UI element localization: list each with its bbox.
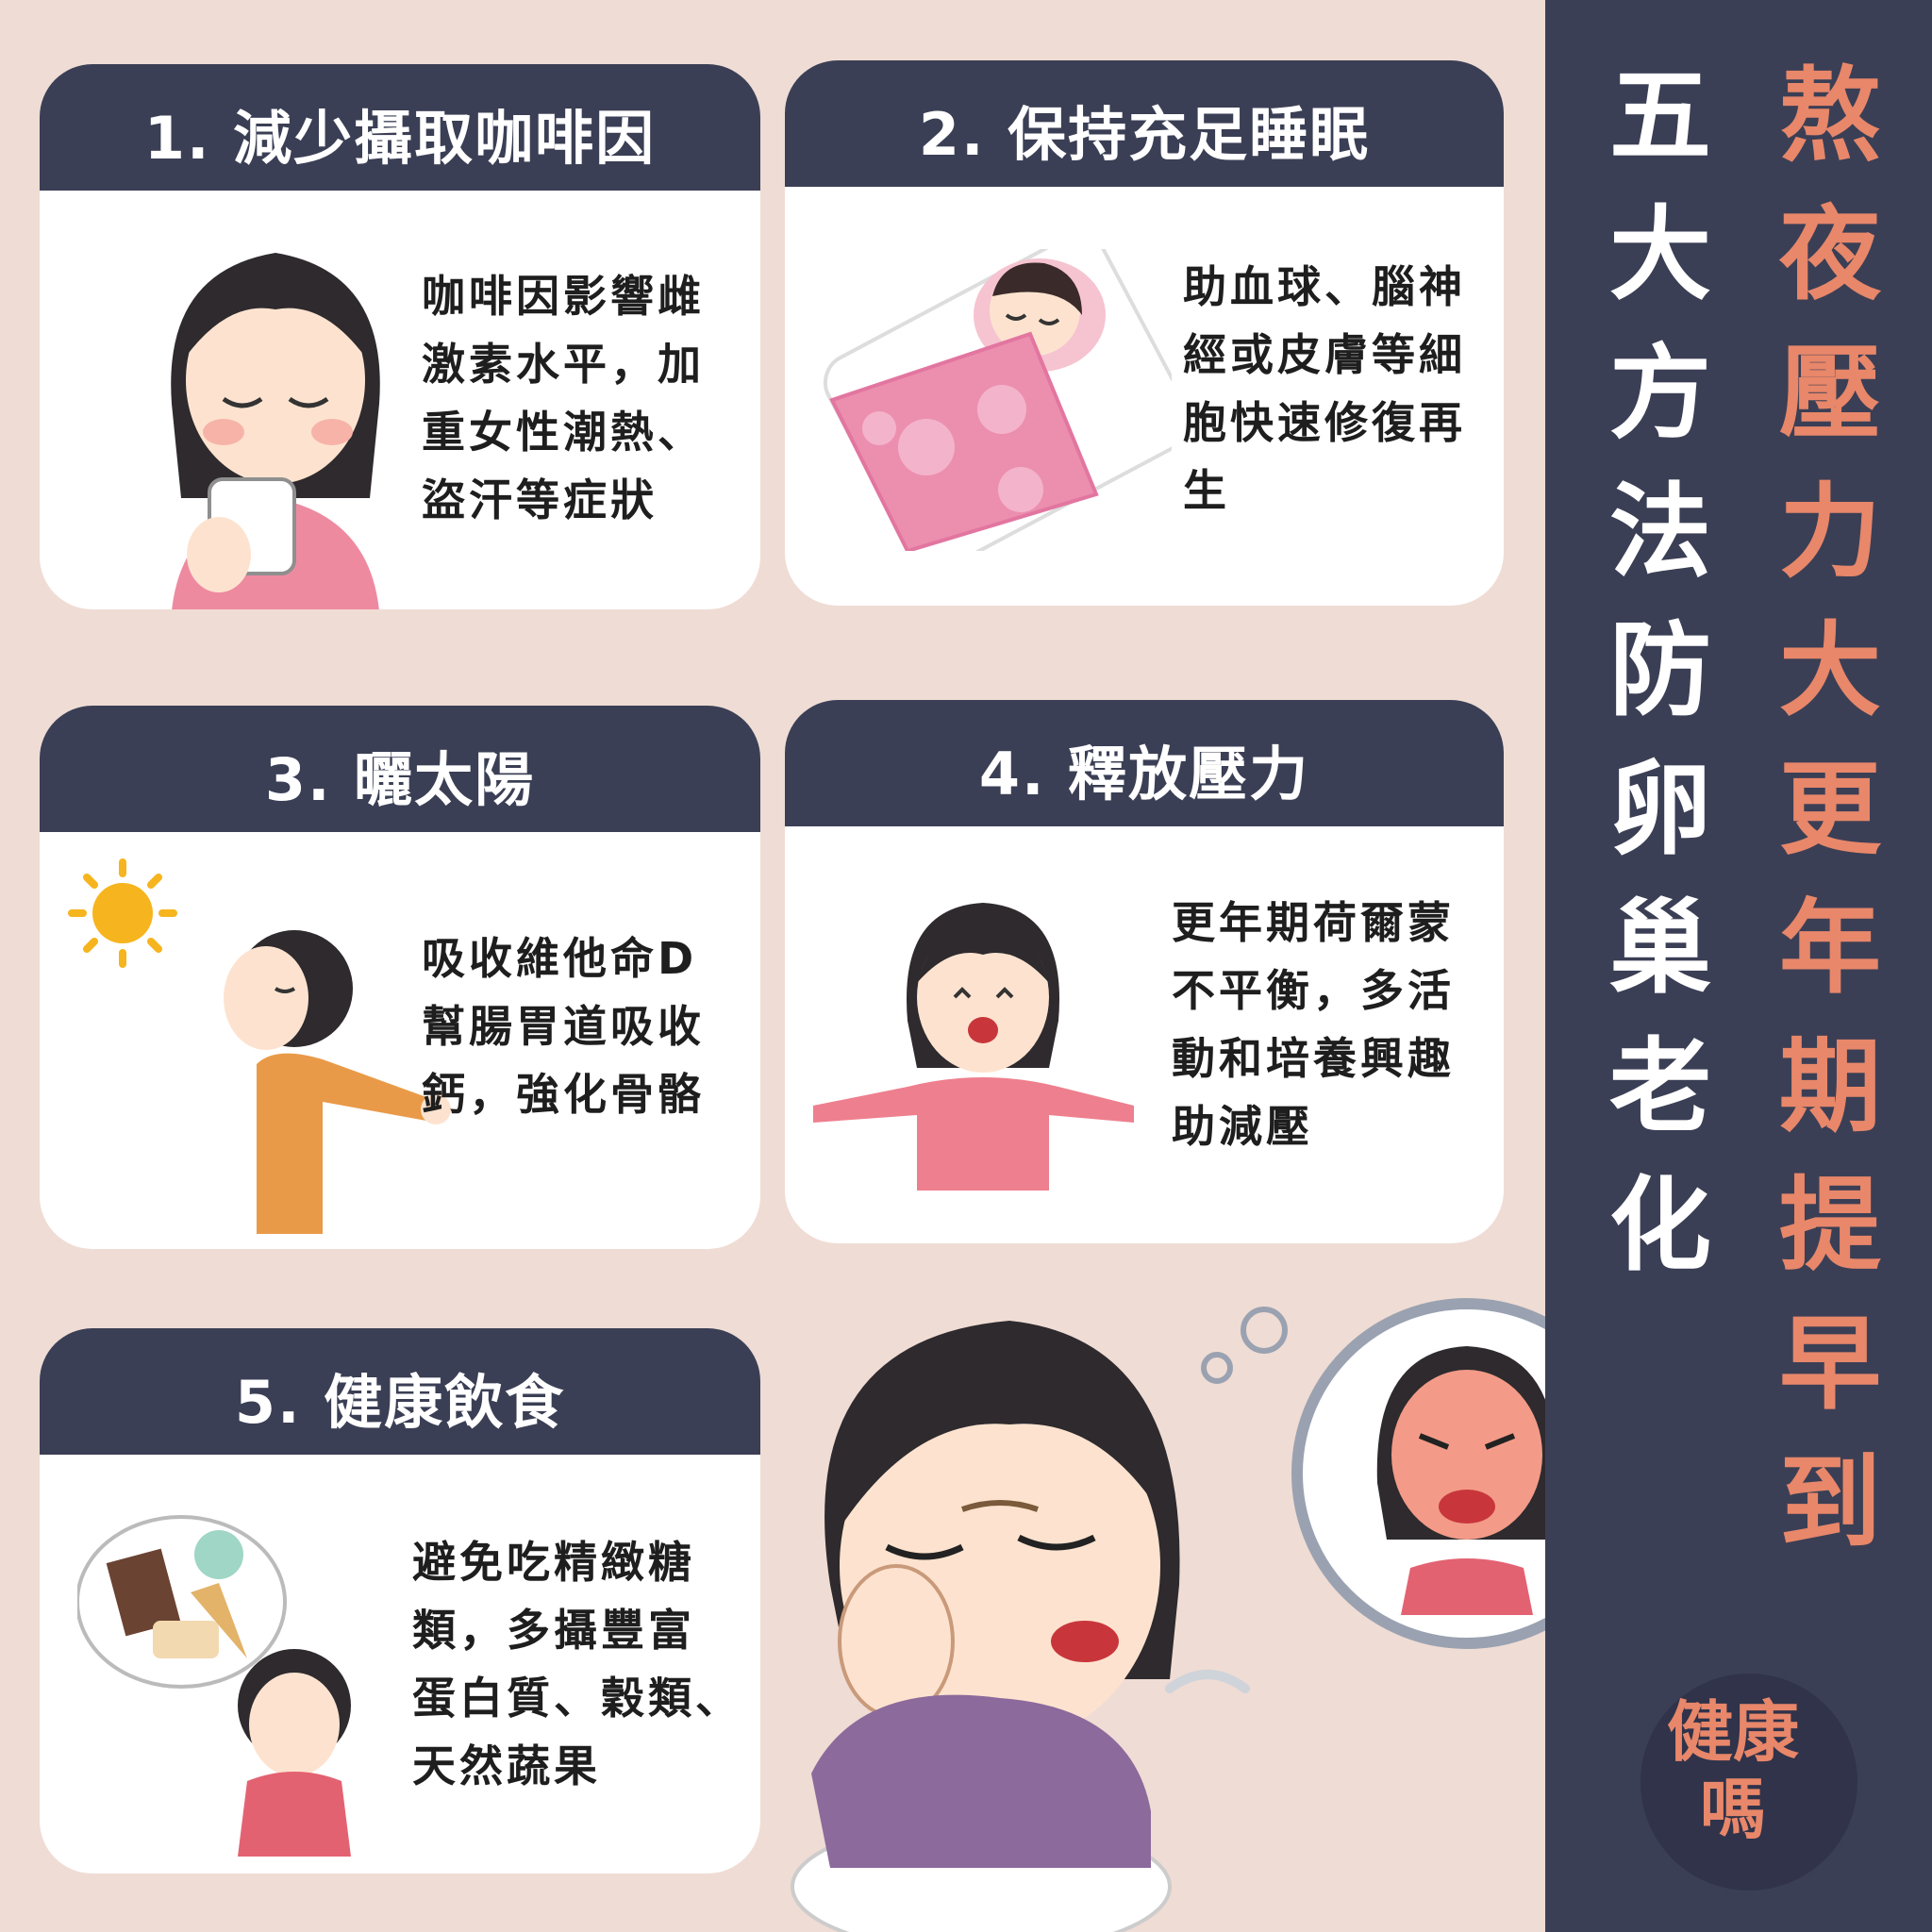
tip-text-line: 幫腸胃道吸收 (422, 1001, 705, 1052)
woman-craving-sweets-illustration (77, 1515, 351, 1857)
tip-card-sunlight: 3. 曬太陽 吸收維他命D 幫腸胃道吸收 鈣，強化骨骼 (40, 706, 760, 1249)
headline-line-1: 熬 夜 壓 力 大 更 年 期 提 早 到 (1778, 58, 1881, 1562)
tip-text-line: 咖啡因影響雌 (422, 271, 705, 322)
tip-text-line: 經或皮膚等細 (1183, 329, 1466, 380)
brand-logo-line2: 嗎 (1700, 1771, 1766, 1848)
tired-woman-illustration (791, 1321, 1250, 1932)
headline-panel (1545, 0, 1932, 1932)
tip-card-diet: 5. 健康飲食 避免吃精緻糖 類，多攝豐富 蛋白質、穀類、 天然蔬果 (40, 1328, 760, 1874)
tip-card-stress-relief: 4. 釋放壓力 更年期荷爾蒙 不平衡，多活 動和培養興趣 助減壓 (785, 700, 1504, 1243)
tip-card-sleep: 2. 保持充足睡眠 助血球、腦神 經或皮膚等細 胞快速修復再 生 (785, 60, 1504, 606)
tip-text-line: 不平衡，多活 (1172, 965, 1455, 1016)
tip-text-line: 生 (1183, 465, 1230, 516)
tip-title: 3. 曬太陽 (40, 706, 760, 832)
woman-sleeping-illustration (823, 249, 1172, 551)
woman-stretching-illustration (224, 930, 451, 1234)
tip-title: 4. 釋放壓力 (785, 700, 1504, 826)
tip-text-line: 類，多攝豐富 (412, 1605, 695, 1656)
tip-title: 1. 減少攝取咖啡因 (40, 64, 760, 191)
headline-line-2: 五 大 方 法 防 卵 巢 老 化 (1608, 58, 1711, 1285)
tip-text-line: 避免吃精緻糖 (412, 1537, 695, 1588)
tip-text-line: 蛋白質、穀類、 (412, 1673, 742, 1724)
tip-card-caffeine: 1. 減少攝取咖啡因 咖啡因影響雌 激素水平，加 重女性潮熱、 盜汗等症狀 (40, 64, 760, 609)
happy-woman-illustration (813, 903, 1134, 1191)
tip-text-line: 更年期荷爾蒙 (1172, 897, 1455, 948)
woman-drinking-coffee-illustration (171, 253, 380, 609)
tip-text-line: 重女性潮熱、 (422, 407, 705, 458)
brand-logo-line1: 健康 (1667, 1693, 1799, 1771)
tip-title: 5. 健康飲食 (40, 1328, 760, 1455)
tip-text-line: 天然蔬果 (412, 1740, 601, 1791)
brand-logo (1637, 1670, 1861, 1894)
tip-text-line: 助血球、腦神 (1183, 261, 1466, 312)
tip-title: 2. 保持充足睡眠 (785, 60, 1504, 187)
tip-text-line: 胞快速修復再 (1183, 397, 1466, 448)
tip-text-line: 動和培養興趣 (1172, 1033, 1455, 1084)
tip-text-line: 吸收維他命D (422, 933, 698, 984)
thought-bubble-dots (1201, 1307, 1288, 1384)
tip-text-line: 助減壓 (1172, 1101, 1313, 1152)
tip-text-line: 盜汗等症狀 (422, 475, 658, 525)
brand-logo-text: 健康 嗎 (1653, 1693, 1813, 1848)
sun-icon (68, 858, 177, 968)
tip-text-line: 激素水平，加 (422, 339, 705, 390)
tip-text-line: 鈣，強化骨骼 (422, 1069, 705, 1120)
